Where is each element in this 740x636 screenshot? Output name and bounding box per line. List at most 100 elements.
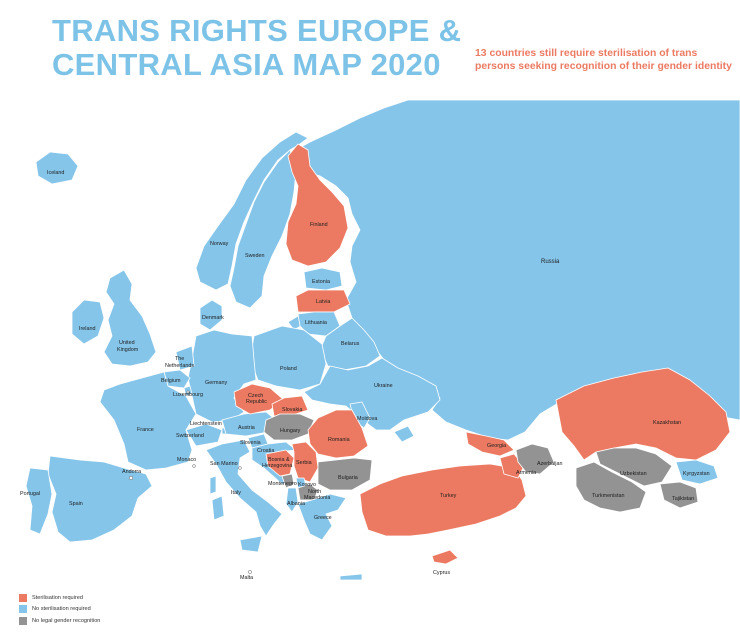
label-germany: Germany [205,380,227,386]
region-albania[interactable] [285,487,299,513]
label-san-marino: San Marino [210,461,238,467]
label-bosnia-line-2: Herzegovina [262,463,292,469]
label-cyprus: Cyprus [433,570,450,576]
region-switzerland[interactable] [185,423,223,447]
label-ireland: Ireland [79,326,95,332]
region-serbia[interactable] [291,441,319,483]
region-sardinia[interactable] [211,495,225,521]
label-croatia: Croatia [257,448,274,454]
region-kyrgyzstan[interactable] [675,459,719,485]
map-title-line-2: CENTRAL ASIA MAP 2020 [52,47,441,82]
region-corsica[interactable] [209,475,217,495]
region-slovakia[interactable] [271,395,309,417]
label-lithuania: Lithuania [305,320,327,326]
map-legend: Sterilisation required No sterilisation … [19,592,100,627]
region-finland[interactable] [285,143,349,267]
region-crete[interactable] [339,573,363,581]
region-tajikistan[interactable] [659,481,699,509]
region-sicily[interactable] [239,535,263,553]
region-hungary[interactable] [263,413,315,441]
label-kazakhstan: Kazakhstan [653,420,681,426]
region-sweden[interactable] [229,149,297,309]
label-norway: Norway [210,241,229,247]
region-ireland[interactable] [71,299,105,345]
region-latvia[interactable] [295,289,351,313]
label-north-macedonia-line-2: Macedonia [304,495,330,501]
malta-marker[interactable] [248,570,252,574]
legend-swatch [19,616,27,625]
legend-label: No legal gender recognition [32,617,101,624]
region-azerbaijan[interactable] [515,443,555,475]
region-crimea[interactable] [393,425,415,443]
label-kosovo: Kosovo [298,482,316,488]
label-romania: Romania [328,437,350,443]
luxembourg-marker[interactable] [186,390,190,394]
label-finland: Finland [310,222,328,228]
label-slovenia: Slovenia [240,440,261,446]
region-turkmenistan[interactable] [575,461,647,513]
region-italy[interactable] [205,439,283,537]
region-cyprus[interactable] [431,549,459,565]
label-ukraine: Ukraine [374,383,393,389]
andorra-marker[interactable] [128,475,134,481]
region-estonia[interactable] [303,267,343,291]
monaco-marker[interactable] [192,464,196,468]
legend-swatch [19,593,27,602]
label-poland: Poland [280,366,297,372]
label-kyrgyzstan: Kyrgyzstan [683,471,710,477]
label-monaco: Monaco [177,457,196,463]
label-russia: Russia [541,259,560,265]
region-france[interactable] [99,371,197,471]
region-greece[interactable] [297,493,347,541]
label-spain: Spain [69,501,83,507]
region-ukraine[interactable] [303,357,441,431]
region-spain[interactable] [47,455,153,543]
label-malta: Malta [240,575,253,581]
legend-item-sterilisation: Sterilisation required [19,592,100,603]
region-north-macedonia[interactable] [297,483,319,501]
map-subtitle-line-1: 13 countries still require sterilisation… [475,48,698,59]
label-tajikistan: Tajikistan [672,496,694,502]
label-switzerland: Switzerland [176,433,204,439]
region-netherlands[interactable] [175,345,195,371]
region-bulgaria[interactable] [317,457,373,491]
label-netherlands-line-1: The [175,356,184,362]
label-azerbaijan: Azerbaijan [537,461,562,467]
label-uk-line-1: United [119,340,135,346]
label-latvia: Latvia [316,299,330,305]
region-montenegro[interactable] [281,473,295,489]
region-georgia[interactable] [465,431,515,457]
legend-item-no-sterilisation: No sterilisation required [19,604,100,615]
label-north-macedonia-line-1: North [308,489,321,495]
map-subtitle-line-2: persons seeking recognition of their gen… [475,61,732,72]
label-greece: Greece [314,515,332,521]
san-marino-marker[interactable] [238,466,242,470]
label-bulgaria: Bulgaria [338,475,358,481]
region-uzbekistan[interactable] [595,447,673,487]
label-georgia: Georgia [487,443,506,449]
label-serbia: Serbia [296,460,312,466]
region-turkey[interactable] [359,463,527,537]
region-poland[interactable] [249,325,327,391]
region-iceland[interactable] [35,151,79,185]
label-estonia: Estonia [312,279,330,285]
map-subtitle: 13 countries still require sterilisation… [475,47,732,73]
region-norway[interactable] [195,131,309,291]
label-belarus: Belarus [341,341,360,347]
region-uk[interactable] [103,269,157,367]
label-sweden: Sweden [245,253,264,259]
region-portugal[interactable] [25,467,53,535]
label-hungary: Hungary [280,428,301,434]
label-iceland: Iceland [47,170,64,176]
label-slovakia: Slovakia [282,407,302,413]
label-belgium: Belgium [161,378,181,384]
region-kazakhstan[interactable] [555,367,731,461]
map-title: TRANS RIGHTS EUROPE & CENTRAL ASIA MAP 2… [52,14,461,82]
label-albania: Albania [287,501,305,507]
label-montenegro: Montenegro [268,481,297,487]
region-denmark[interactable] [199,299,223,331]
region-romania[interactable] [307,409,369,459]
label-andorra: Andorra [122,469,141,475]
label-uk-line-2: Kingdom [117,347,139,353]
